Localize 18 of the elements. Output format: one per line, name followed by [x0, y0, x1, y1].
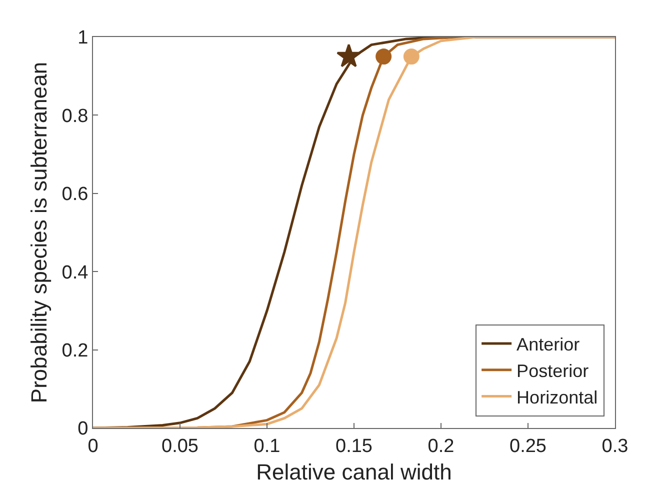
y-tick-label: 0: [78, 418, 88, 440]
x-tick-label: 0.2: [428, 436, 454, 457]
legend-label: Anterior: [516, 334, 580, 354]
y-tick-label: 0.4: [62, 262, 89, 284]
legend-label: Posterior: [516, 360, 589, 381]
legend-label: Horizontal: [516, 387, 598, 408]
x-tick-label: 0.15: [336, 436, 372, 457]
y-tick-label: 0.2: [62, 340, 88, 362]
x-tick-label: 0.05: [162, 436, 198, 457]
line-series: [93, 37, 615, 428]
y-tick-label: 0.8: [62, 106, 88, 127]
y-axis-title: Probability species is subterranean: [26, 62, 52, 404]
x-tick-label: 0.3: [602, 436, 628, 457]
x-tick-label: 0.1: [254, 436, 280, 457]
y-tick-label: 1: [78, 28, 88, 49]
y-tick-label: 0.6: [62, 184, 88, 206]
x-axis-title: Relative canal width: [256, 460, 452, 485]
x-tick-label: 0.25: [510, 436, 546, 457]
